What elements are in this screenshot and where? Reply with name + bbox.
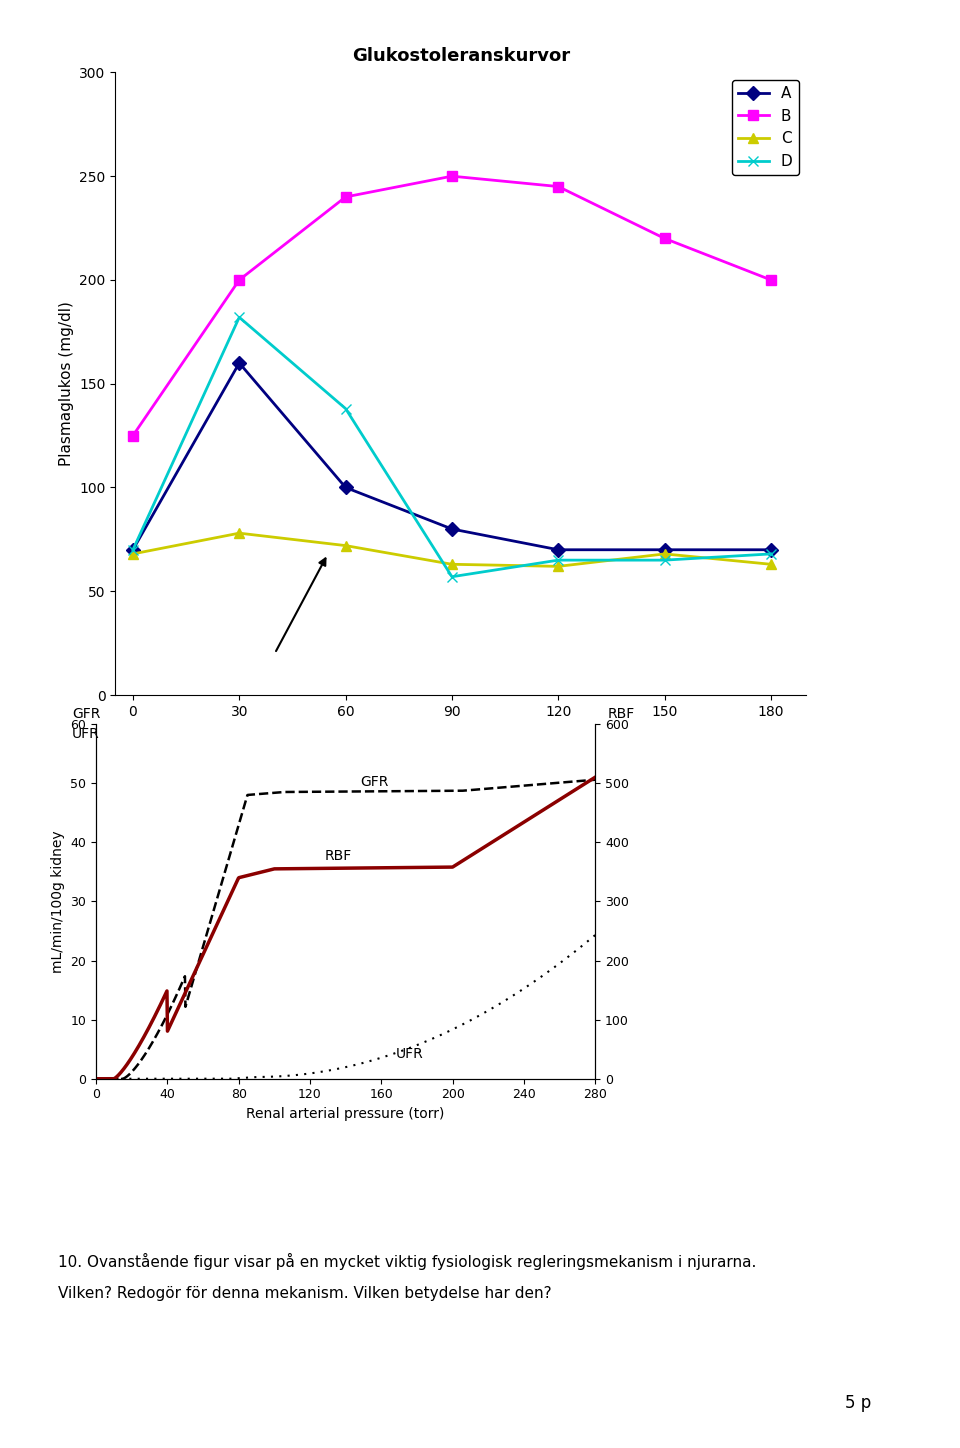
B [659, 230, 670, 248]
C [553, 557, 564, 575]
Title: Glukostoleranskurvor: Glukostoleranskurvor [351, 48, 570, 65]
C [340, 537, 351, 555]
C [765, 556, 777, 573]
Line: B: B [128, 171, 776, 440]
D [553, 552, 564, 569]
A [340, 479, 351, 497]
Y-axis label: Plasmaglukos (mg/dl): Plasmaglukos (mg/dl) [59, 301, 74, 466]
D [127, 542, 138, 559]
Text: 5 p: 5 p [845, 1394, 871, 1412]
Y-axis label: mL/min/100g kidney: mL/min/100g kidney [51, 830, 64, 973]
Line: A: A [128, 358, 776, 555]
C [127, 546, 138, 563]
A [659, 542, 670, 559]
Text: Vilken? Redogör för denna mekanism. Vilken betydelse har den?: Vilken? Redogör för denna mekanism. Vilk… [58, 1286, 551, 1300]
Text: RBF: RBF [608, 707, 635, 721]
Text: 10. Ovanstående figur visar på en mycket viktig fysiologisk regleringsmekanism i: 10. Ovanstående figur visar på en mycket… [58, 1253, 756, 1270]
D [446, 568, 458, 585]
X-axis label: Tid (min): Tid (min) [422, 724, 499, 740]
A [765, 542, 777, 559]
D [659, 552, 670, 569]
Text: RBF: RBF [324, 849, 351, 863]
Text: GFR: GFR [72, 707, 101, 721]
D [233, 308, 245, 326]
B [446, 168, 458, 185]
A [446, 520, 458, 537]
B [553, 178, 564, 195]
C [233, 524, 245, 542]
B [233, 271, 245, 288]
A [127, 542, 138, 559]
B [340, 188, 351, 206]
Legend: A, B, C, D: A, B, C, D [732, 80, 799, 175]
Text: GFR: GFR [360, 775, 388, 789]
A [233, 355, 245, 372]
B [127, 427, 138, 445]
D [340, 400, 351, 417]
Text: UFR: UFR [72, 727, 100, 741]
B [765, 271, 777, 288]
X-axis label: Renal arterial pressure (torr): Renal arterial pressure (torr) [247, 1108, 444, 1121]
D [765, 546, 777, 563]
A [553, 542, 564, 559]
C [446, 556, 458, 573]
Line: C: C [128, 529, 776, 571]
C [659, 546, 670, 563]
Line: D: D [128, 313, 776, 582]
Text: UFR: UFR [396, 1047, 423, 1061]
